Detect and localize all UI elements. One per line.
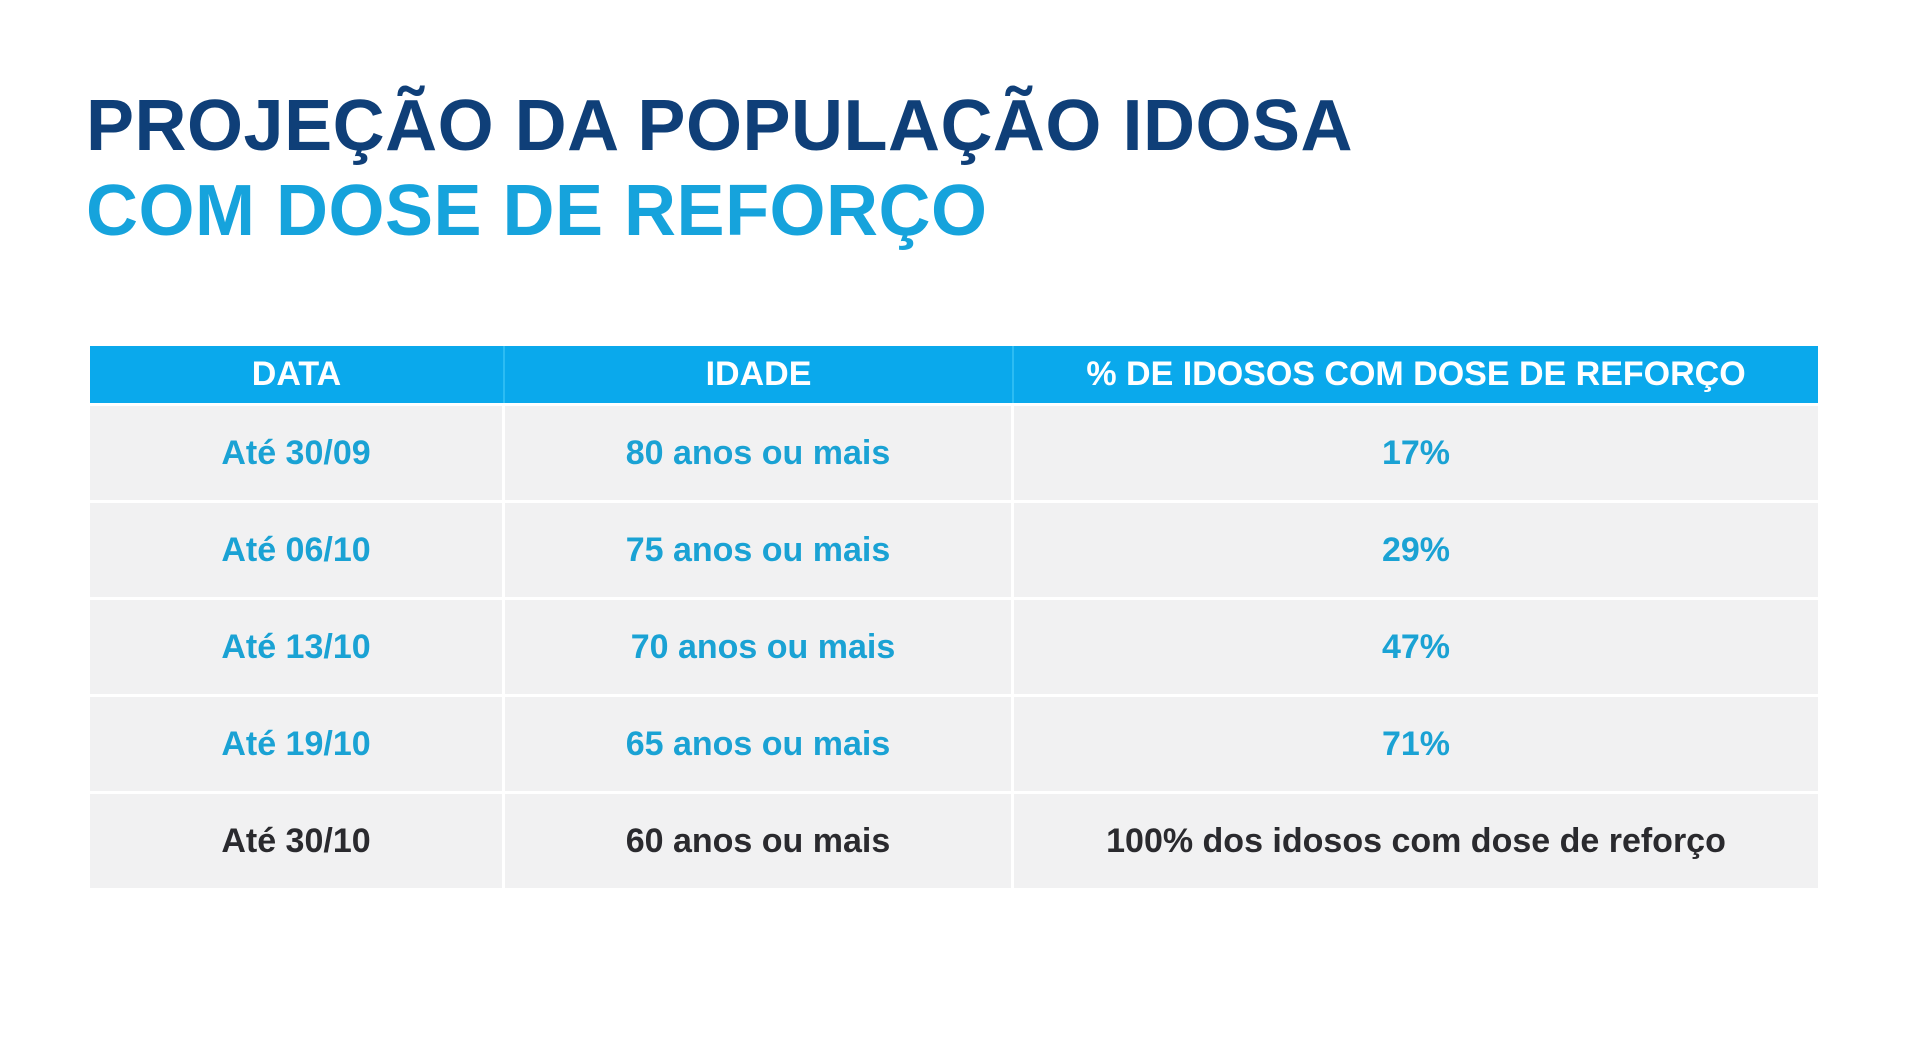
table-row: Até 19/10 65 anos ou mais 71% — [90, 697, 1818, 791]
table-row: Até 06/10 75 anos ou mais 29% — [90, 503, 1818, 597]
column-header-date: DATA — [90, 346, 505, 403]
cell-percentage: 100% dos idosos com dose de reforço — [1106, 821, 1726, 860]
booster-projection-table: DATA IDADE % DE IDOSOS COM DOSE DE REFOR… — [90, 346, 1818, 888]
cell-age: 65 anos ou mais — [505, 697, 1014, 791]
column-header-percentage: % DE IDOSOS COM DOSE DE REFORÇO — [1086, 355, 1746, 393]
title-line-secondary: COM DOSE DE REFORÇO — [86, 171, 988, 251]
cell-age: 80 anos ou mais — [505, 406, 1014, 500]
cell-date: Até 30/09 — [90, 406, 505, 500]
table-header-row: DATA IDADE % DE IDOSOS COM DOSE DE REFOR… — [90, 346, 1818, 403]
cell-percentage: 71% — [1381, 724, 1451, 763]
cell-date: Até 06/10 — [90, 503, 505, 597]
cell-percentage: 17% — [1381, 433, 1451, 472]
cell-percentage: 47% — [1381, 627, 1451, 666]
column-header-age: IDADE — [505, 346, 1014, 403]
table-row-final: Até 30/10 60 anos ou mais 100% dos idoso… — [90, 794, 1818, 888]
table-row: Até 30/09 80 anos ou mais 17% — [90, 406, 1818, 500]
cell-age: 70 anos ou mais — [505, 600, 1014, 694]
cell-age: 60 anos ou mais — [505, 794, 1014, 888]
cell-date: Até 19/10 — [90, 697, 505, 791]
page-title: PROJEÇÃO DA POPULAÇÃO IDOSA COM DOSE DE … — [86, 84, 1353, 254]
cell-date: Até 30/10 — [90, 794, 505, 888]
cell-percentage: 29% — [1381, 530, 1451, 569]
cell-date: Até 13/10 — [90, 600, 505, 694]
title-line-primary: PROJEÇÃO DA POPULAÇÃO IDOSA — [86, 86, 1353, 166]
cell-age: 75 anos ou mais — [505, 503, 1014, 597]
table-row: Até 13/10 70 anos ou mais 47% — [90, 600, 1818, 694]
